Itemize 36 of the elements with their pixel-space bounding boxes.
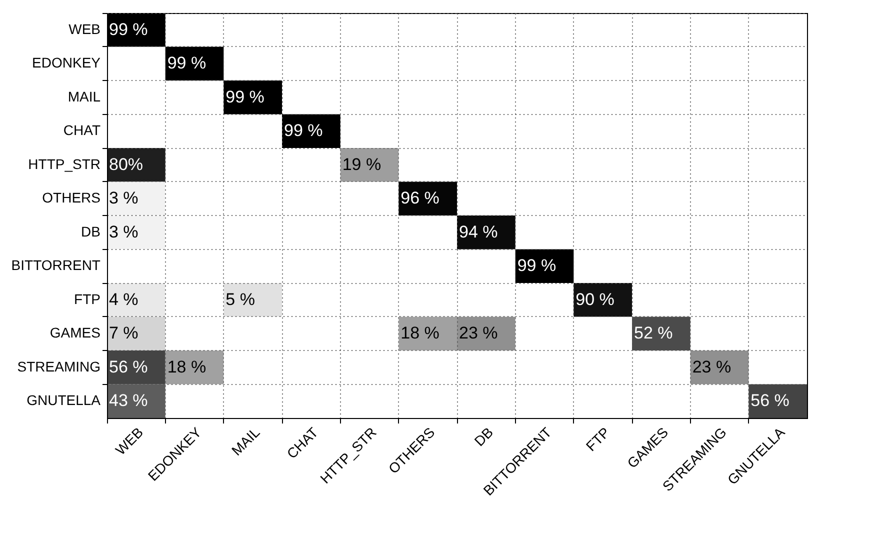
- data-label: 96 %: [400, 188, 440, 208]
- data-label: 7 %: [109, 324, 138, 343]
- y-tick-label: MAIL: [68, 88, 101, 104]
- data-label: 99 %: [226, 87, 264, 106]
- data-label: 99 %: [167, 54, 206, 73]
- data-label: 56 %: [109, 357, 148, 376]
- y-tick-label: BITTORRENT: [11, 257, 101, 274]
- data-label: 5 %: [226, 290, 255, 309]
- y-tick-label: CHAT: [63, 122, 101, 138]
- data-label: 52 %: [634, 324, 673, 343]
- data-label: 99 %: [109, 20, 148, 39]
- data-label: 4 %: [109, 290, 138, 309]
- data-label: 19 %: [342, 154, 382, 174]
- data-label: 23 %: [459, 324, 498, 343]
- y-tick-label: DB: [81, 223, 100, 240]
- data-label: 43 %: [109, 391, 148, 410]
- data-label: 23 %: [692, 357, 732, 376]
- x-tick-label: FTP: [582, 424, 613, 454]
- data-label: 99 %: [517, 256, 556, 276]
- data-label: 18 %: [167, 357, 206, 376]
- data-label: 3 %: [109, 188, 138, 208]
- y-tick-label: EDONKEY: [32, 54, 102, 71]
- y-tick-label: OTHERS: [42, 190, 100, 206]
- data-label: 56 %: [750, 391, 790, 410]
- data-label: 3 %: [109, 222, 138, 242]
- y-tick-label: GAMES: [50, 324, 100, 341]
- data-label: 18 %: [400, 324, 440, 343]
- y-tick-label: WEB: [68, 20, 100, 37]
- data-label: 80%: [109, 154, 144, 174]
- y-tick-label: STREAMING: [17, 358, 100, 374]
- data-label: 94 %: [459, 222, 498, 242]
- y-tick-label: FTP: [74, 290, 100, 307]
- y-tick-label: HTTP_STR: [28, 156, 100, 172]
- data-label: 90 %: [576, 290, 614, 309]
- data-label: 99 %: [284, 121, 323, 140]
- y-tick-label: GNUTELLA: [26, 392, 102, 408]
